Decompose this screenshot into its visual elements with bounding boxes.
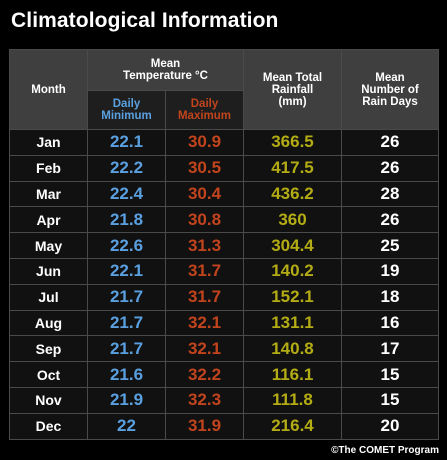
daily-max-cell-jan: 30.9	[166, 130, 243, 155]
rain-days-cell-apr: 26	[342, 207, 438, 233]
month-cell-feb: Feb	[10, 155, 87, 181]
header-rainfall: Mean Total Rainfall (mm)	[244, 50, 341, 129]
rain-days-cell-aug: 16	[342, 310, 438, 336]
header-rain-days: Mean Number of Rain Days	[342, 50, 438, 129]
rainfall-cell-jan: 366.5	[244, 130, 341, 155]
daily-min-cell-mar: 22.4	[88, 181, 165, 207]
header-temp-line2: Temperature °C	[123, 70, 208, 82]
rain-days-cell-jul: 18	[342, 284, 438, 310]
header-rain-line2: Rainfall	[271, 83, 314, 96]
header-month: Month	[10, 50, 87, 129]
header-daily-maximum: Daily Maximum	[166, 91, 243, 129]
header-days-line2: Number of	[361, 83, 419, 96]
header-days-line3: Rain Days	[362, 95, 418, 108]
daily-max-cell-jun: 31.7	[166, 259, 243, 284]
daily-max-cell-jul: 31.7	[166, 284, 243, 310]
month-cell-jan: Jan	[10, 130, 87, 155]
daily-min-cell-jun: 22.1	[88, 259, 165, 284]
daily-min-cell-feb: 22.2	[88, 155, 165, 181]
header-min-line2: Minimum	[101, 110, 152, 122]
daily-max-cell-dec: 31.9	[166, 413, 243, 439]
rain-days-cell-feb: 26	[342, 155, 438, 181]
header-days-line1: Mean	[375, 71, 405, 84]
header-min-line1: Daily	[112, 98, 141, 110]
daily-min-cell-jul: 21.7	[88, 284, 165, 310]
month-cell-aug: Aug	[10, 310, 87, 336]
month-cell-jul: Jul	[10, 284, 87, 310]
rain-days-cell-nov: 15	[342, 388, 438, 413]
rainfall-cell-feb: 417.5	[244, 155, 341, 181]
daily-min-cell-aug: 21.7	[88, 310, 165, 336]
header-rain-line1: Mean Total	[262, 71, 323, 84]
daily-min-cell-sep: 21.7	[88, 336, 165, 362]
rainfall-cell-apr: 360	[244, 207, 341, 233]
month-cell-oct: Oct	[10, 362, 87, 387]
daily-min-cell-may: 22.6	[88, 233, 165, 258]
daily-max-cell-oct: 32.2	[166, 362, 243, 387]
month-cell-may: May	[10, 233, 87, 258]
rain-days-cell-sep: 17	[342, 336, 438, 362]
rain-days-cell-mar: 28	[342, 181, 438, 207]
daily-min-cell-jan: 22.1	[88, 130, 165, 155]
header-max-line1: Daily	[190, 98, 219, 110]
rain-days-cell-may: 25	[342, 233, 438, 258]
rain-days-cell-jun: 19	[342, 259, 438, 284]
daily-max-cell-mar: 30.4	[166, 181, 243, 207]
month-cell-apr: Apr	[10, 207, 87, 233]
rainfall-cell-nov: 111.8	[244, 388, 341, 413]
month-cell-mar: Mar	[10, 181, 87, 207]
rainfall-cell-dec: 216.4	[244, 413, 341, 439]
daily-max-cell-feb: 30.5	[166, 155, 243, 181]
month-cell-jun: Jun	[10, 259, 87, 284]
rainfall-cell-jun: 140.2	[244, 259, 341, 284]
page-title: Climatological Information	[11, 9, 279, 32]
header-temp-line1: Mean	[150, 58, 181, 70]
month-cell-sep: Sep	[10, 336, 87, 362]
daily-max-cell-nov: 32.3	[166, 388, 243, 413]
daily-max-cell-apr: 30.8	[166, 207, 243, 233]
month-cell-dec: Dec	[10, 413, 87, 439]
header-max-line2: Maximum	[177, 110, 232, 122]
rainfall-cell-aug: 131.1	[244, 310, 341, 336]
daily-min-cell-apr: 21.8	[88, 207, 165, 233]
climate-table: Month Mean Temperature °C Daily Minimum …	[9, 49, 439, 440]
rain-days-cell-dec: 20	[342, 413, 438, 439]
header-month-label: Month	[31, 83, 66, 96]
header-daily-minimum: Daily Minimum	[88, 91, 165, 129]
header-rain-line3: (mm)	[278, 95, 307, 108]
header-mean-temperature: Mean Temperature °C	[88, 50, 243, 90]
credit-text: ©The COMET Program	[331, 445, 439, 456]
month-cell-nov: Nov	[10, 388, 87, 413]
daily-min-cell-oct: 21.6	[88, 362, 165, 387]
daily-max-cell-may: 31.3	[166, 233, 243, 258]
rainfall-cell-mar: 436.2	[244, 181, 341, 207]
daily-min-cell-nov: 21.9	[88, 388, 165, 413]
rain-days-cell-oct: 15	[342, 362, 438, 387]
rainfall-cell-sep: 140.8	[244, 336, 341, 362]
rain-days-cell-jan: 26	[342, 130, 438, 155]
rainfall-cell-jul: 152.1	[244, 284, 341, 310]
daily-max-cell-aug: 32.1	[166, 310, 243, 336]
daily-min-cell-dec: 22	[88, 413, 165, 439]
rainfall-cell-may: 304.4	[244, 233, 341, 258]
daily-max-cell-sep: 32.1	[166, 336, 243, 362]
rainfall-cell-oct: 116.1	[244, 362, 341, 387]
